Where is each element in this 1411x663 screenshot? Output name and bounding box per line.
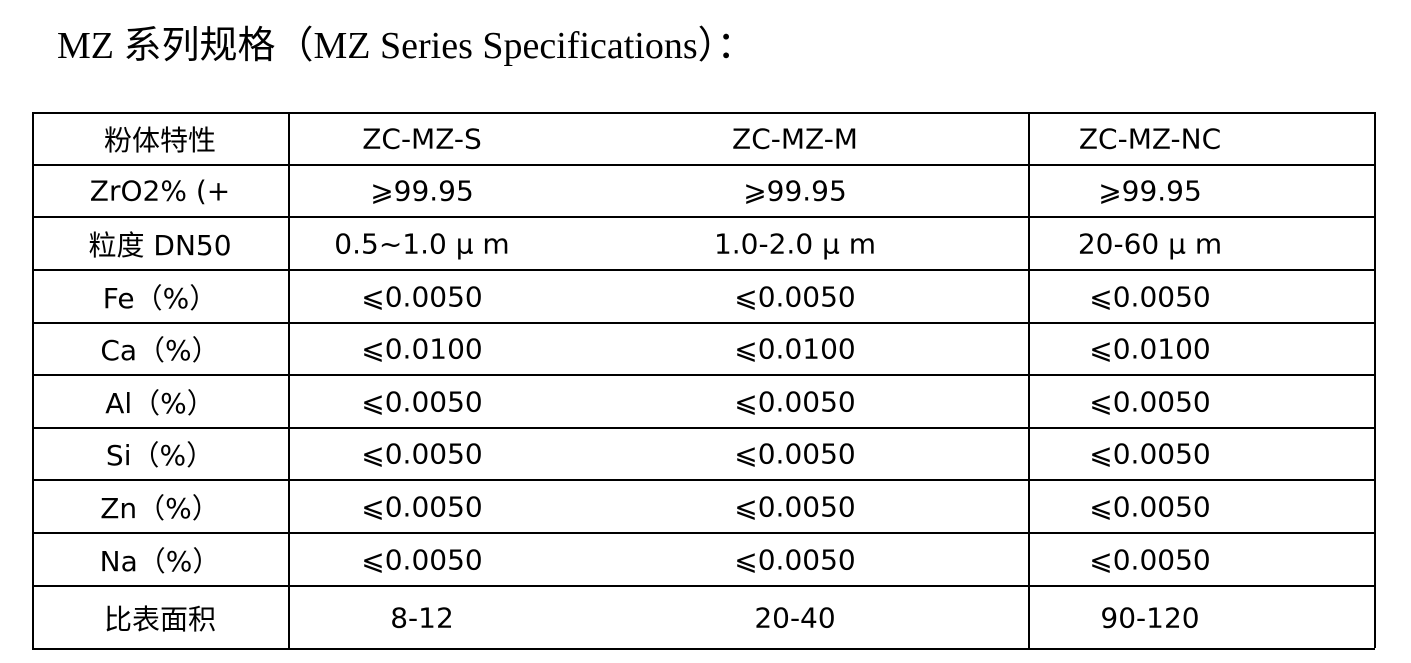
row-label: 比表面积 (103, 602, 217, 636)
cell-value: ⩽0.0050 (734, 280, 856, 313)
cell-value: 0.5~1.0 μ m (334, 227, 510, 260)
row-border (32, 532, 1375, 534)
column-border (32, 112, 34, 648)
row-border (32, 585, 1375, 587)
row-border (32, 427, 1375, 429)
cell-value: ⩾99.95 (1098, 174, 1202, 208)
cell-value: ⩽0.0050 (1089, 490, 1211, 523)
cell-value: ⩽0.0100 (734, 332, 856, 366)
cell-value: ⩽0.0050 (361, 490, 483, 523)
row-border (32, 479, 1375, 481)
cell-value: ⩽0.0100 (361, 332, 483, 366)
cell-value: 20-60 μ m (1077, 227, 1223, 260)
row-border (32, 322, 1375, 324)
cell-value: ⩽0.0050 (1089, 280, 1211, 313)
column-header: ZC-MZ-NC (1078, 122, 1222, 156)
row-label: Na（%） (99, 544, 221, 578)
row-border (32, 269, 1375, 271)
cell-value: ⩽0.0050 (361, 280, 483, 313)
row-label: 粉体特性 (103, 124, 217, 157)
row-label: ZrO2% (+ (89, 174, 231, 208)
row-label: Si（%） (105, 439, 215, 472)
cell-value: ⩽0.0050 (361, 385, 483, 418)
column-header: ZC-MZ-S (362, 122, 482, 156)
page-title: MZ 系列规格（MZ Series Specifications）： (57, 25, 755, 67)
cell-value: ⩾99.95 (743, 174, 847, 208)
row-label: Zn（%） (100, 491, 220, 525)
cell-value: ⩽0.0050 (734, 437, 856, 471)
column-border (1028, 112, 1030, 648)
cell-value: 20-40 (754, 601, 836, 634)
cell-value: ⩽0.0050 (734, 543, 856, 576)
cell-value: ⩽0.0050 (1089, 437, 1211, 471)
cell-value: ⩽0.0050 (1089, 543, 1211, 576)
row-label: Al（%） (105, 386, 215, 420)
row-label: Fe（%） (102, 281, 218, 315)
column-header: ZC-MZ-M (732, 122, 858, 156)
row-label: Ca（%） (100, 334, 220, 367)
row-border (32, 374, 1375, 376)
row-border (32, 648, 1375, 650)
column-border (1374, 112, 1376, 648)
row-border (32, 216, 1375, 218)
cell-value: ⩽0.0050 (361, 437, 483, 471)
row-label: 粒度 DN50 (88, 228, 232, 262)
cell-value: ⩽0.0050 (734, 490, 856, 523)
row-border (32, 112, 1375, 114)
cell-value: 1.0-2.0 μ m (713, 227, 877, 260)
cell-value: 8-12 (390, 601, 454, 634)
cell-value: 90-120 (1100, 601, 1200, 634)
cell-value: ⩽0.0050 (361, 543, 483, 576)
cell-value: ⩾99.95 (370, 174, 474, 208)
cell-value: ⩽0.0050 (734, 385, 856, 418)
row-border (32, 164, 1375, 166)
cell-value: ⩽0.0100 (1089, 332, 1211, 366)
column-border (288, 112, 290, 648)
cell-value: ⩽0.0050 (1089, 385, 1211, 418)
